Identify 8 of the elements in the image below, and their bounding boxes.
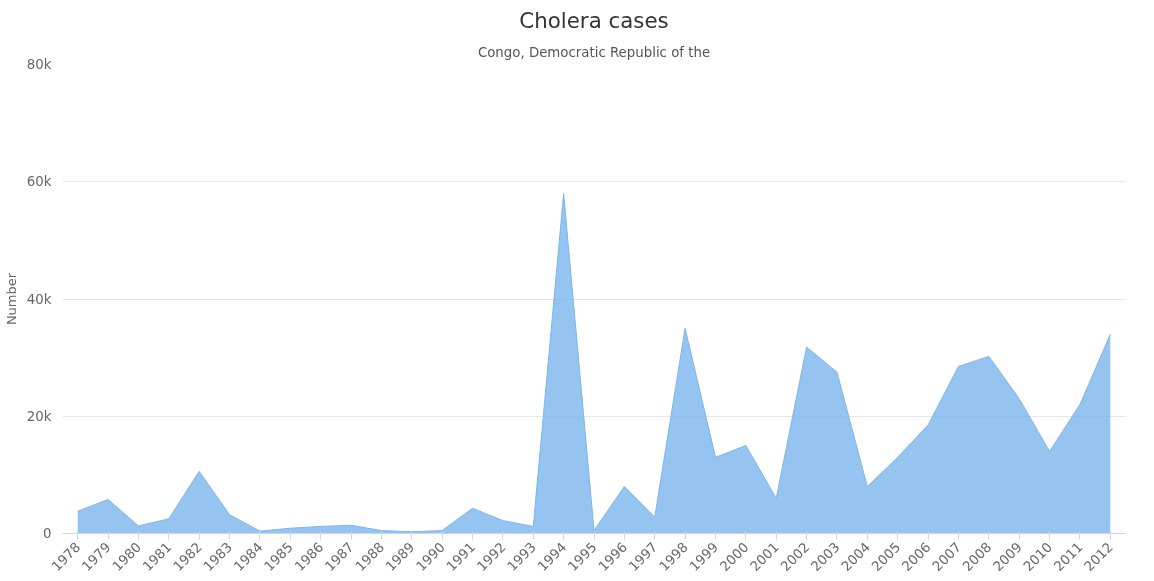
y-tick-label: 60k bbox=[26, 174, 52, 190]
y-tick-label: 40k bbox=[26, 291, 52, 307]
y-tick-label: 80k bbox=[26, 57, 52, 72]
y-axis-title: Number bbox=[3, 272, 19, 326]
y-tick-label: 20k bbox=[26, 408, 52, 424]
y-tick-label: 0 bbox=[43, 526, 52, 541]
chart-title: Cholera cases bbox=[519, 7, 669, 33]
chart-subtitle: Congo, Democratic Republic of the bbox=[477, 44, 711, 60]
